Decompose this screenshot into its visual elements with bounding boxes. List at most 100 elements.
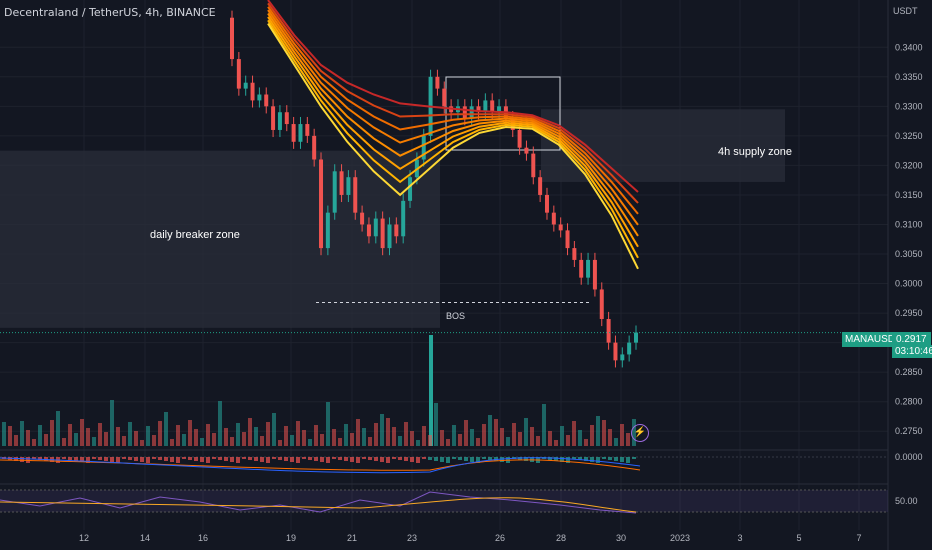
macd-histogram-bar — [482, 457, 486, 459]
candle-body — [572, 248, 577, 260]
candle-body — [538, 177, 543, 195]
volume-bar — [332, 429, 336, 446]
macd-histogram-bar — [218, 457, 222, 460]
candle-body — [565, 230, 570, 249]
macd-histogram-bar — [362, 457, 366, 459]
volume-bar — [86, 428, 90, 446]
candle-body — [531, 153, 536, 178]
candle-body — [469, 106, 474, 119]
candle-body — [613, 342, 618, 361]
volume-bar — [350, 433, 354, 446]
macd-histogram-bar — [146, 457, 150, 463]
macd-histogram-bar — [212, 457, 216, 459]
daily-breaker-zone — [0, 150, 440, 328]
candle-body — [558, 224, 563, 231]
volume-bar — [620, 424, 624, 446]
macd-histogram-bar — [440, 457, 444, 462]
volume-bar — [446, 439, 450, 446]
candle-body — [277, 112, 282, 130]
candle-body — [291, 124, 296, 142]
macd-histogram-bar — [458, 457, 462, 460]
macd-histogram-bar — [272, 457, 276, 459]
volume-bar — [512, 423, 516, 446]
volume-bar — [560, 426, 564, 446]
macd-histogram-bar — [260, 457, 264, 462]
y-tick-label: 0.3300 — [895, 101, 923, 111]
bos-label: BOS — [446, 311, 466, 321]
candle-timer: 03:10:46 — [892, 345, 932, 358]
volume-bar — [50, 420, 54, 446]
macd-histogram-bar — [278, 457, 282, 460]
candle-body — [517, 129, 522, 148]
x-tick-label: 30 — [616, 533, 626, 543]
x-tick-label: 19 — [286, 533, 296, 543]
volume-bar — [284, 426, 288, 446]
x-tick-label: 12 — [79, 533, 89, 543]
volume-bar — [182, 434, 186, 446]
volume-bar — [224, 428, 228, 446]
volume-bar — [452, 425, 456, 446]
volume-bar — [392, 427, 396, 446]
candle-body — [627, 342, 632, 355]
macd-histogram-bar — [182, 457, 186, 459]
candle-body — [476, 106, 481, 113]
volume-bar — [194, 429, 198, 446]
volume-bar — [152, 435, 156, 446]
macd-histogram-bar — [296, 457, 300, 463]
rsi-label: 50.00 — [895, 496, 918, 506]
candle-body — [325, 212, 330, 249]
macd-histogram-bar — [338, 457, 342, 460]
volume-bar — [266, 422, 270, 446]
volume-bar — [440, 430, 444, 446]
y-unit-label: USDT — [893, 6, 918, 16]
macd-histogram-bar — [320, 457, 324, 462]
volume-bar — [38, 425, 42, 446]
volume-bar — [128, 422, 132, 446]
volume-bar — [320, 434, 324, 446]
macd-histogram-bar — [596, 457, 600, 463]
macd-histogram-bar — [452, 457, 456, 459]
volume-bar — [464, 420, 468, 446]
macd-histogram-bar — [368, 457, 372, 460]
macd-histogram-bar — [62, 457, 66, 459]
volume-bar — [380, 414, 384, 446]
candle-body — [332, 171, 337, 213]
volume-bar — [482, 424, 486, 446]
volume-bar — [422, 426, 426, 446]
macd-histogram-bar — [350, 457, 354, 462]
macd-histogram-bar — [590, 457, 594, 462]
macd-histogram-bar — [86, 457, 90, 463]
volume-bar — [554, 440, 558, 446]
candle-body — [360, 212, 365, 225]
macd-histogram-bar — [326, 457, 330, 463]
macd-histogram-bar — [92, 457, 96, 459]
candle-body — [401, 200, 406, 237]
macd-histogram-bar — [416, 457, 420, 463]
macd-histogram-bar — [188, 457, 192, 460]
volume-bar — [8, 426, 12, 446]
ema-ribbon-line — [267, 6, 639, 215]
volume-bar — [104, 432, 108, 446]
ema-ribbon-line — [267, 12, 639, 237]
rsi-ma-line — [0, 497, 637, 513]
x-tick-label: 28 — [556, 533, 566, 543]
ema-ribbon-line — [267, 16, 639, 248]
macd-histogram-bar — [152, 457, 156, 459]
macd-histogram-bar — [14, 457, 18, 461]
ema-ribbon-line — [267, 19, 639, 259]
x-tick-label: 14 — [140, 533, 150, 543]
macd-histogram-bar — [194, 457, 198, 461]
macd-histogram-bar — [518, 457, 522, 460]
macd-histogram-bar — [200, 457, 204, 462]
macd-histogram-bar — [170, 457, 174, 462]
candle-body — [346, 177, 351, 195]
y-tick-label: 0.2950 — [895, 308, 923, 318]
lightning-icon[interactable]: ⚡ — [631, 424, 649, 442]
last-price: 0.2917 — [892, 332, 931, 347]
macd-histogram-bar — [584, 457, 588, 461]
candle-body — [586, 259, 591, 278]
macd-histogram-bar — [122, 457, 126, 459]
candle-body — [243, 82, 248, 89]
macd-histogram-bar — [128, 457, 132, 460]
